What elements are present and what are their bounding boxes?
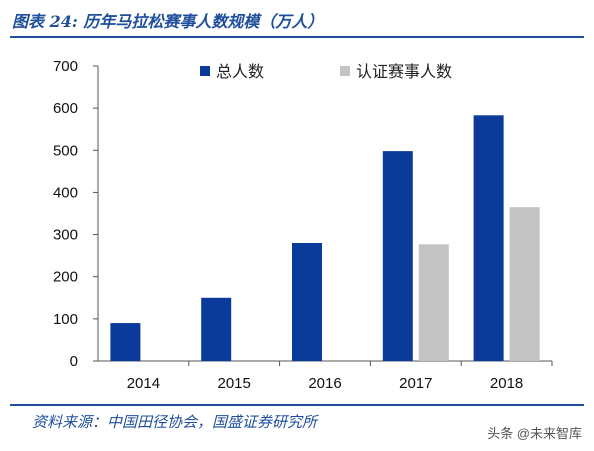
bar-total [473,115,504,361]
y-tick-label: 600 [53,100,78,117]
source-note: 资料来源：中国田径协会，国盛证券研究所 [32,413,318,431]
x-tick-label: 2017 [399,375,432,392]
legend-label: 认证赛事人数 [356,62,452,81]
legend-label: 总人数 [216,62,264,81]
y-tick-label: 400 [53,184,78,201]
y-tick-label: 200 [53,269,78,286]
watermark: 头条 @未来智库 [487,426,582,441]
bar-total [292,243,322,361]
bar-certified [509,207,540,361]
bar-certified [418,244,449,361]
chart-title: 图表 24: 历年马拉松赛事人数规模（万人） [12,12,324,31]
bar-total [382,151,413,361]
y-tick-label: 100 [53,311,78,328]
title-rule [10,36,584,38]
y-tick-label: 300 [53,227,78,244]
legend-swatch [200,66,210,76]
bar-total [201,297,232,361]
x-tick-label: 2016 [308,375,341,392]
x-tick-label: 2014 [127,375,160,392]
bar-total [110,323,141,361]
y-tick-label: 700 [53,58,78,75]
source-rule [10,404,584,406]
x-tick-label: 2018 [490,375,523,392]
legend-swatch [340,66,350,76]
y-tick-label: 500 [53,142,78,159]
x-tick-label: 2015 [218,375,251,392]
y-tick-label: 0 [70,353,78,370]
